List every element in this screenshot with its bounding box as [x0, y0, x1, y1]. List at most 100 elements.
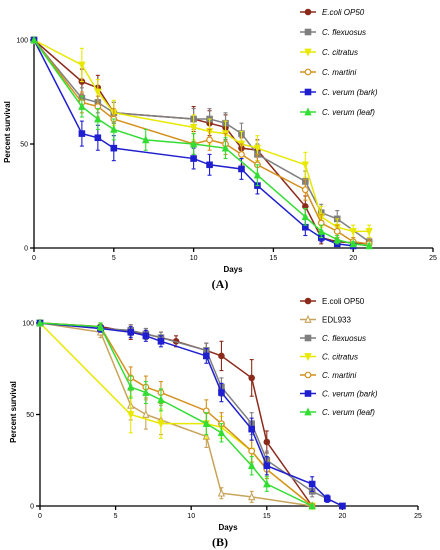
data-point [217, 428, 226, 437]
legend-item: C. verum (leaf) [300, 407, 375, 417]
legend-item: C. flexuosus [300, 28, 366, 37]
y-tick-label: 100 [22, 321, 34, 328]
panel-b-xlabel: Days [218, 523, 238, 532]
legend-marker [304, 353, 312, 362]
y-tick-label: 0 [24, 246, 28, 253]
legend-marker [304, 48, 312, 57]
data-point [238, 150, 245, 158]
y-tick-label: 50 [20, 142, 28, 149]
legend-label: C. flexuosus [322, 28, 366, 37]
y-tick-label: 0 [30, 504, 34, 511]
data-point [157, 338, 165, 345]
legend-item: C. martini [300, 68, 356, 77]
legend-item: C. citratus [300, 353, 358, 362]
x-tick-label: 25 [429, 255, 437, 262]
data-point [78, 61, 86, 70]
data-point [333, 235, 341, 244]
panel-a-legend: E.coli OP50 C. flexuosus C. citratus C. mar… [300, 8, 378, 117]
panel-b-legend: E.coli OP50 EDL933 C. flexuosus C. citratus… [300, 297, 378, 417]
data-point [263, 438, 271, 446]
data-point [203, 352, 210, 360]
legend-marker [304, 390, 312, 397]
data-point [323, 495, 331, 502]
legend-item: C. martini [300, 371, 356, 380]
data-point [127, 382, 135, 391]
legend-marker [304, 371, 312, 379]
data-point [221, 143, 230, 152]
legend-label: C. verum (leaf) [322, 408, 375, 417]
data-point [248, 492, 256, 501]
data-point [365, 241, 373, 250]
legend-label: C. verum (bark) [322, 390, 378, 399]
x-tick-label: 15 [263, 513, 271, 520]
panel-b-ylabel: Percent survival [9, 381, 18, 443]
x-tick-label: 5 [114, 513, 118, 520]
data-point [248, 461, 256, 470]
data-point [78, 130, 86, 137]
panel-b-label: (B) [212, 535, 228, 549]
data-point [365, 228, 373, 236]
legend-label: EDL933 [322, 316, 351, 325]
data-point [142, 387, 150, 396]
data-point [301, 186, 309, 194]
data-point [110, 144, 118, 152]
data-point [30, 35, 38, 44]
x-tick-label: 5 [112, 255, 116, 262]
data-point [94, 134, 102, 142]
data-point [127, 328, 135, 336]
series-line [39, 322, 313, 507]
series-4 [36, 319, 316, 510]
legend-label: C. martini [322, 371, 356, 380]
data-point [339, 502, 346, 510]
data-point [96, 322, 105, 331]
data-point [127, 411, 135, 420]
panel-a-ylabel: Percent survival [3, 101, 12, 163]
panel-a-xlabel: Days [223, 265, 243, 274]
data-point [301, 161, 309, 170]
panel-a: Percent survival Days (A) 0 5 10 15 20 25 0 50 1… [3, 8, 437, 291]
series-line [39, 322, 313, 507]
data-point [308, 480, 316, 488]
series-5 [36, 319, 346, 510]
panel-b-series [36, 318, 346, 511]
legend-item: C. verum (bark) [300, 390, 378, 399]
data-point [253, 170, 262, 179]
series-0 [36, 319, 316, 510]
legend-item: C. flexuosus [300, 334, 366, 343]
data-point [78, 101, 86, 110]
legend-label: C. citratus [322, 48, 358, 57]
data-point [110, 124, 118, 133]
data-point [333, 227, 341, 235]
y-tick-label: 100 [16, 38, 28, 45]
data-point [206, 161, 213, 169]
series-5 [30, 35, 373, 250]
series-2 [36, 319, 346, 510]
x-tick-label: 20 [339, 513, 347, 520]
panel-b-axes: 0 5 10 15 20 25 0 50 100 [22, 321, 422, 521]
data-point [142, 135, 150, 144]
data-point [248, 425, 255, 433]
data-point [218, 389, 225, 396]
legend-item: C. verum (bark) [300, 88, 378, 97]
data-point [157, 420, 165, 429]
series-line [39, 322, 313, 507]
y-tick-label: 50 [26, 412, 34, 419]
data-point [263, 479, 271, 488]
panel-a-label: (A) [212, 277, 229, 291]
legend-marker [304, 334, 312, 342]
legend-label: E.coli OP50 [322, 8, 365, 17]
legend-item: C. verum (leaf) [300, 107, 375, 117]
data-point [202, 419, 210, 428]
data-point [317, 226, 325, 235]
data-point [248, 447, 256, 455]
series-6 [36, 318, 316, 510]
legend-marker [304, 297, 312, 305]
data-point [157, 395, 165, 404]
legend-item: E.coli OP50 [300, 8, 365, 17]
data-point [217, 488, 226, 497]
x-tick-label: 25 [414, 513, 422, 520]
x-tick-label: 0 [38, 513, 42, 520]
data-point [218, 352, 225, 360]
legend-label: C. verum (leaf) [322, 108, 375, 117]
